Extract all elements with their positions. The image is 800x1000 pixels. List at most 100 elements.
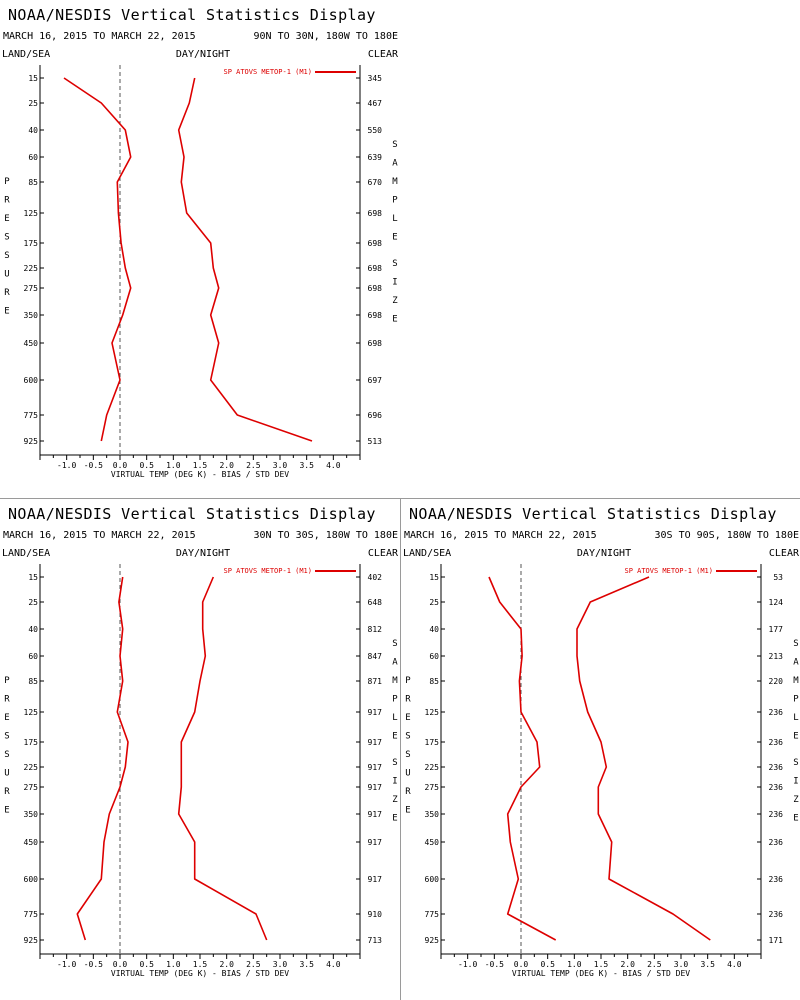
x-tick-label: 4.0 — [727, 960, 742, 969]
date-range: MARCH 16, 2015 TO MARCH 22, 2015 — [3, 530, 196, 541]
y2-axis-label-letter: S — [392, 758, 397, 768]
chart-title: NOAA/NESDIS Vertical Statistics Display — [8, 505, 376, 523]
sample-size-label: 670 — [368, 178, 383, 187]
sample-size-label: 124 — [769, 598, 784, 607]
x-tick-label: 0.5 — [139, 461, 154, 470]
x-tick-label: 3.5 — [299, 960, 314, 969]
bias-series-line — [488, 576, 557, 941]
pressure-level-label: 25 — [28, 598, 38, 607]
vertical-divider — [400, 499, 401, 1000]
x-tick-label: 2.5 — [246, 960, 261, 969]
y2-axis-label-letter: I — [392, 777, 397, 787]
sample-size-label: 513 — [368, 437, 383, 446]
sample-size-label: 171 — [769, 936, 784, 945]
horizontal-divider — [0, 498, 800, 499]
sample-size-label: 639 — [368, 153, 383, 162]
y-axis-label-letter: S — [4, 750, 9, 760]
y2-axis-label-letter: S — [392, 639, 397, 649]
pressure-level-label: 40 — [28, 126, 38, 135]
clear-label: CLEAR — [368, 548, 399, 559]
pressure-level-label: 775 — [24, 910, 39, 919]
y2-axis-label-letter: I — [793, 777, 798, 787]
pressure-level-label: 25 — [429, 598, 439, 607]
x-tick-label: -1.0 — [57, 960, 76, 969]
pressure-level-label: 60 — [28, 153, 38, 162]
y-axis-label-letter: R — [4, 787, 10, 797]
x-tick-label: 2.0 — [219, 461, 234, 470]
pressure-level-label: 85 — [28, 178, 38, 187]
region-label: 90N TO 30N, 180W TO 180E — [254, 31, 399, 42]
y2-axis-label-letter: E — [392, 732, 397, 742]
y-axis-label-letter: U — [4, 769, 9, 779]
pressure-level-label: 925 — [24, 437, 39, 446]
x-tick-label: 1.5 — [193, 461, 208, 470]
sample-size-label: 220 — [769, 677, 784, 686]
pressure-level-label: 15 — [28, 74, 38, 83]
pressure-level-label: 925 — [425, 936, 440, 945]
y2-axis-label-letter: Z — [392, 795, 398, 805]
sample-size-label: 871 — [368, 677, 383, 686]
sample-size-label: 812 — [368, 625, 383, 634]
sample-size-label: 698 — [368, 239, 383, 248]
bias-series-line — [63, 77, 132, 442]
y2-axis-label-letter: S — [392, 140, 397, 150]
y2-axis-label-letter: E — [392, 814, 397, 824]
x-tick-label: -1.0 — [57, 461, 76, 470]
y-axis-label-letter: E — [405, 713, 410, 723]
x-tick-label: 2.5 — [246, 461, 261, 470]
sample-size-label: 917 — [368, 810, 383, 819]
x-tick-label: 0.0 — [514, 960, 529, 969]
sample-size-label: 698 — [368, 339, 383, 348]
y-axis-label-letter: R — [4, 695, 10, 705]
sample-size-label: 917 — [368, 708, 383, 717]
sample-size-label: 847 — [368, 652, 383, 661]
pressure-level-label: 925 — [24, 936, 39, 945]
x-tick-label: 0.5 — [139, 960, 154, 969]
x-tick-label: 4.0 — [326, 960, 341, 969]
y2-axis-label-letter: A — [392, 159, 398, 169]
y2-axis-label-letter: L — [793, 713, 798, 723]
legend-label: SP ATOVS METOP-1 (M1) — [624, 567, 713, 575]
sample-size-label: 236 — [769, 708, 784, 717]
legend-label: SP ATOVS METOP-1 (M1) — [223, 567, 312, 575]
std-dev-series-line — [576, 576, 711, 941]
pressure-level-label: 225 — [24, 264, 39, 273]
day-night-label: DAY/NIGHT — [176, 49, 230, 60]
pressure-level-label: 275 — [24, 284, 39, 293]
pressure-level-label: 775 — [24, 411, 39, 420]
sample-size-label: 648 — [368, 598, 383, 607]
x-tick-label: -0.5 — [84, 960, 103, 969]
empty-quadrant — [401, 0, 800, 498]
x-tick-label: 3.0 — [273, 960, 288, 969]
pressure-level-label: 175 — [425, 738, 440, 747]
y2-axis-label-letter: S — [793, 758, 798, 768]
pressure-level-label: 60 — [28, 652, 38, 661]
sample-size-label: 236 — [769, 838, 784, 847]
bias-series-line — [76, 576, 129, 941]
x-tick-label: 4.0 — [326, 461, 341, 470]
sample-size-label: 53 — [773, 573, 783, 582]
sample-size-label: 696 — [368, 411, 383, 420]
y2-axis-label-letter: M — [793, 676, 799, 686]
y2-axis-label-letter: P — [392, 196, 398, 206]
x-tick-label: 2.5 — [647, 960, 662, 969]
sample-size-label: 697 — [368, 376, 383, 385]
x-axis-label: VIRTUAL TEMP (DEG K) - BIAS / STD DEV — [111, 969, 289, 978]
sample-size-label: 177 — [769, 625, 784, 634]
pressure-level-label: 450 — [425, 838, 440, 847]
region-label: 30S TO 90S, 180W TO 180E — [655, 530, 800, 541]
sample-size-label: 917 — [368, 763, 383, 772]
y2-axis-label-letter: L — [392, 214, 397, 224]
y-axis-label-letter: P — [4, 676, 10, 686]
sample-size-label: 402 — [368, 573, 383, 582]
y2-axis-label-letter: L — [392, 713, 397, 723]
pressure-level-label: 600 — [24, 376, 39, 385]
x-axis-label: VIRTUAL TEMP (DEG K) - BIAS / STD DEV — [111, 470, 289, 479]
land-sea-label: LAND/SEA — [403, 548, 451, 559]
pressure-level-label: 175 — [24, 239, 39, 248]
sample-size-label: 345 — [368, 74, 383, 83]
y-axis-label-letter: S — [4, 732, 9, 742]
